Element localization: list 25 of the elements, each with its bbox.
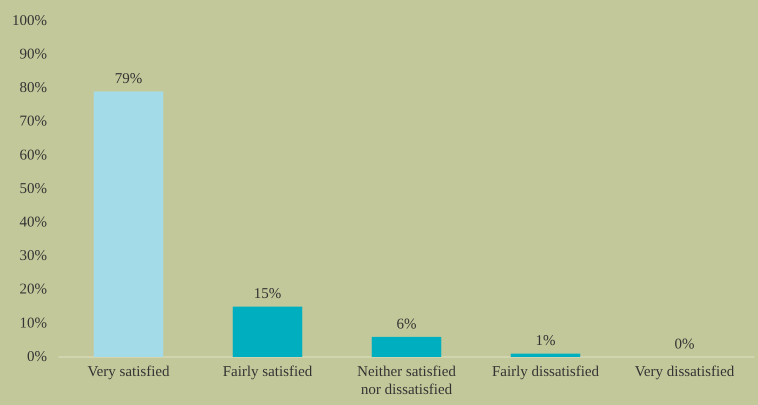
x-tick-label: Fairly satisfied bbox=[222, 364, 313, 380]
data-label: 0% bbox=[674, 336, 694, 352]
x-tick-label: Neither satisfied nor dissatisfied bbox=[357, 364, 456, 398]
bar bbox=[510, 354, 580, 357]
y-tick-label: 0% bbox=[26, 348, 47, 365]
y-tick-label: 20% bbox=[19, 282, 47, 298]
bar bbox=[232, 306, 302, 357]
y-tick-label: 50% bbox=[19, 180, 47, 197]
bar bbox=[372, 336, 442, 357]
data-label: 15% bbox=[254, 286, 282, 302]
y-tick-label: 80% bbox=[19, 80, 47, 96]
y-tick-label: 40% bbox=[19, 214, 47, 231]
y-tick-label: 100% bbox=[12, 12, 47, 29]
bar bbox=[94, 92, 164, 357]
data-label: 79% bbox=[114, 70, 142, 87]
y-tick-label: 60% bbox=[19, 147, 47, 164]
data-label: 1% bbox=[536, 333, 556, 350]
data-label: 6% bbox=[396, 316, 416, 332]
y-tick-label: 30% bbox=[19, 248, 47, 264]
y-tick-label: 90% bbox=[19, 46, 47, 63]
y-tick-label: 10% bbox=[19, 315, 47, 332]
x-tick-label: Very satisfied bbox=[87, 364, 170, 380]
x-tick-label: Fairly dissatisfied bbox=[492, 364, 600, 380]
x-tick-label: Very dissatisfied bbox=[634, 364, 735, 380]
y-tick-label: 70% bbox=[19, 114, 47, 130]
